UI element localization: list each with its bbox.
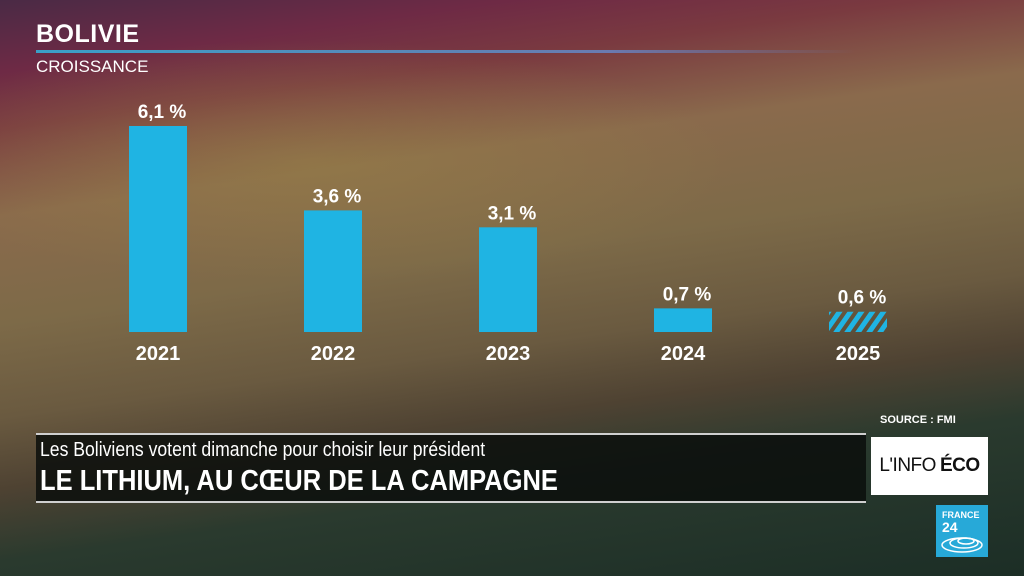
show-logo: L'INFO ÉCO <box>871 437 988 495</box>
bar-2022 <box>304 210 362 332</box>
france24-logo: FRANCE 24 <box>936 505 988 557</box>
value-label: 0,6 % <box>838 288 887 309</box>
value-label: 3,1 % <box>488 203 537 224</box>
news-banner: Les Boliviens votent dimanche pour chois… <box>36 433 866 503</box>
show-logo-suffix: ÉCO <box>939 455 980 476</box>
bar-2023 <box>479 227 537 332</box>
show-logo-prefix: L'INFO <box>879 455 936 476</box>
chart-subtitle: CROISSANCE <box>36 57 149 76</box>
value-label: 3,6 % <box>313 186 362 207</box>
value-label: 6,1 % <box>138 102 187 123</box>
category-label: 2023 <box>486 343 531 365</box>
category-label: 2022 <box>311 343 356 365</box>
value-label: 0,7 % <box>663 284 712 305</box>
category-label: 2024 <box>661 343 706 365</box>
banner-headline: LE LITHIUM, AU CŒUR DE LA CAMPAGNE <box>40 465 558 497</box>
source-note: SOURCE : FMI <box>880 414 956 426</box>
chart-title: BOLIVIE <box>36 20 140 48</box>
banner-subheadline: Les Boliviens votent dimanche pour chois… <box>40 439 486 461</box>
bar-2021 <box>129 126 187 332</box>
category-label: 2025 <box>836 343 881 365</box>
channel-number: 24 <box>942 519 958 535</box>
bar-2024 <box>654 308 712 332</box>
category-label: 2021 <box>136 343 181 365</box>
bar-2025 <box>829 311 887 332</box>
signal-waves-icon <box>941 537 983 553</box>
title-divider <box>36 50 856 53</box>
bar-chart: 6,1 % 2021 3,6 % 2022 3,1 % 2023 0,7 % 2024 0,6 … <box>129 102 887 365</box>
channel-name: FRANCE <box>942 510 980 520</box>
